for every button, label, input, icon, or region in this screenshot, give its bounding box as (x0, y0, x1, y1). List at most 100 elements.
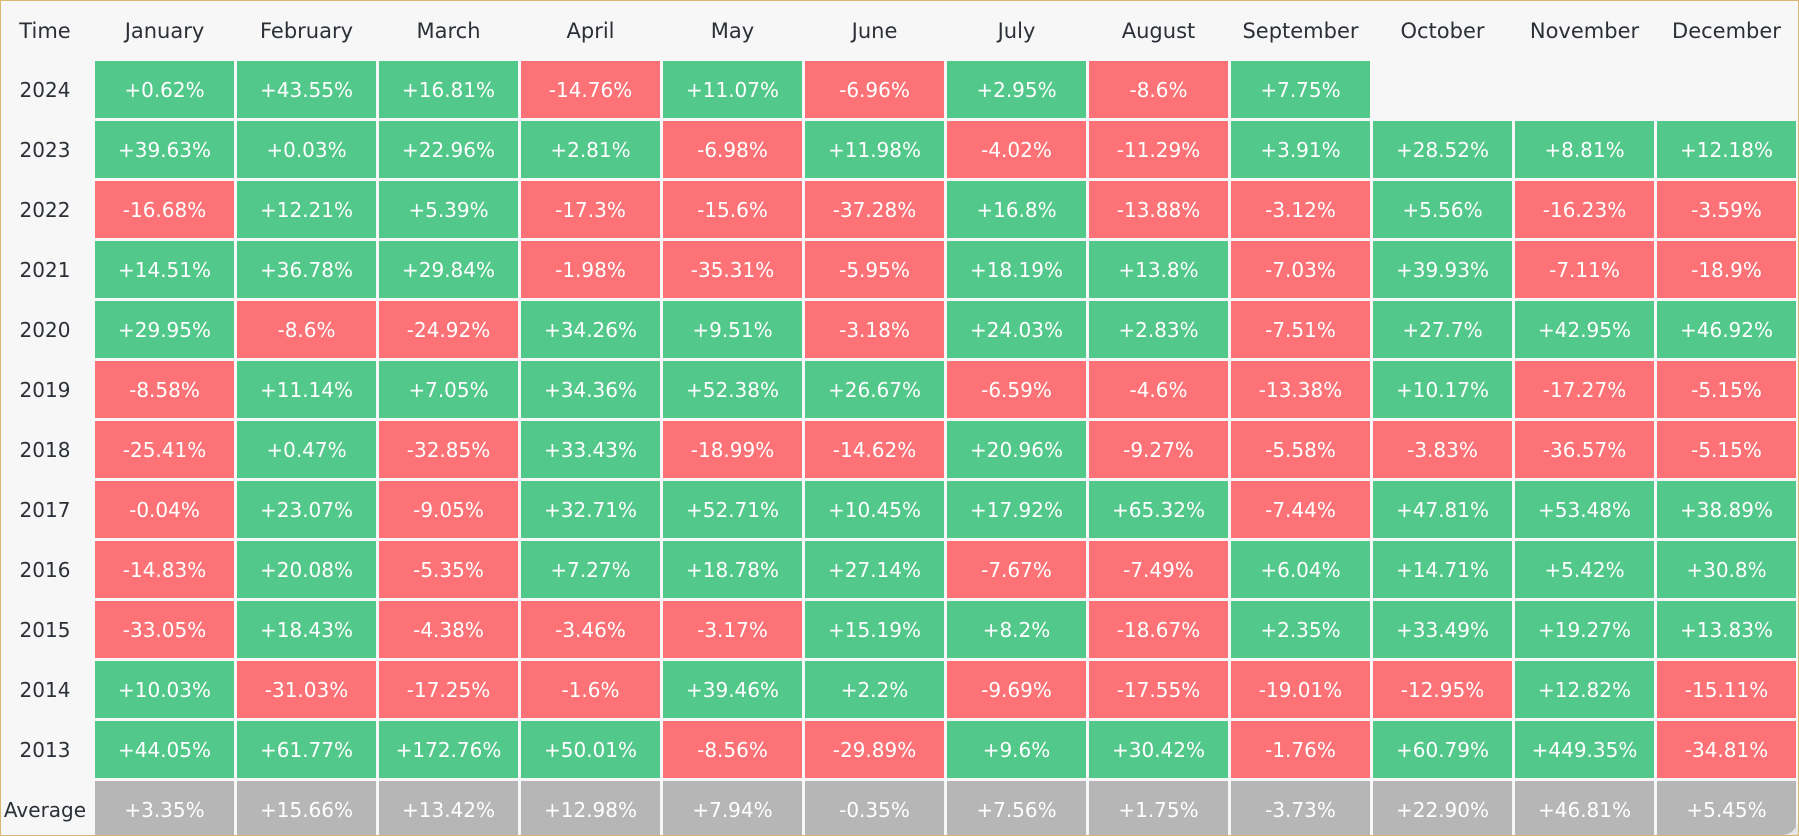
cell-2018-august: -9.27% (1089, 421, 1228, 478)
cell-2023-march: +22.96% (379, 121, 518, 178)
cell-2016-october: +14.71% (1373, 541, 1512, 598)
cell-2024-august: -8.6% (1089, 61, 1228, 118)
cell-2015-march: -4.38% (379, 601, 518, 658)
cell-2021-october: +39.93% (1373, 241, 1512, 298)
cell-2024-february: +43.55% (237, 61, 376, 118)
cell-2017-may: +52.71% (663, 481, 802, 538)
cell-2019-may: +52.38% (663, 361, 802, 418)
cell-2023-august: -11.29% (1089, 121, 1228, 178)
cell-2015-september: +2.35% (1231, 601, 1370, 658)
cell-2019-july: -6.59% (947, 361, 1086, 418)
cell-2016-august: -7.49% (1089, 541, 1228, 598)
row-label-2022: 2022 (19, 197, 71, 222)
column-header-august: August (1121, 19, 1196, 43)
cell-2019-june: +26.67% (805, 361, 944, 418)
cell-2016-april: +7.27% (521, 541, 660, 598)
cell-2015-july: +8.2% (947, 601, 1086, 658)
cell-2019-september: -13.38% (1231, 361, 1370, 418)
cell-2022-may: -15.6% (663, 181, 802, 238)
column-header-february: February (259, 19, 354, 43)
cell-2022-june: -37.28% (805, 181, 944, 238)
cell-2024-may: +11.07% (663, 61, 802, 118)
average-cell-august: +1.75% (1089, 781, 1228, 835)
cell-2020-february: -8.6% (237, 301, 376, 358)
column-header-january: January (124, 19, 205, 43)
column-header-july: July (997, 19, 1036, 43)
cell-2013-december: -34.81% (1657, 721, 1796, 778)
row-label-average: Average (3, 797, 87, 822)
cell-2024-july: +2.95% (947, 61, 1086, 118)
cell-2013-march: +172.76% (379, 721, 518, 778)
cell-2019-january: -8.58% (95, 361, 234, 418)
cell-2020-april: +34.26% (521, 301, 660, 358)
cell-2021-december: -18.9% (1657, 241, 1796, 298)
cell-2014-june: +2.2% (805, 661, 944, 718)
cell-2015-january: -33.05% (95, 601, 234, 658)
column-header-april: April (566, 19, 615, 43)
cell-2023-june: +11.98% (805, 121, 944, 178)
cell-2022-march: +5.39% (379, 181, 518, 238)
cell-2021-january: +14.51% (95, 241, 234, 298)
cell-2017-january: -0.04% (95, 481, 234, 538)
cell-2020-january: +29.95% (95, 301, 234, 358)
cell-2013-november: +449.35% (1515, 721, 1654, 778)
average-cell-may: +7.94% (663, 781, 802, 835)
column-header-june: June (851, 19, 898, 43)
cell-2022-january: -16.68% (95, 181, 234, 238)
cell-2013-february: +61.77% (237, 721, 376, 778)
cell-2014-july: -9.69% (947, 661, 1086, 718)
cell-2016-may: +18.78% (663, 541, 802, 598)
row-label-2016: 2016 (19, 557, 71, 582)
cell-2020-march: -24.92% (379, 301, 518, 358)
cell-2020-september: -7.51% (1231, 301, 1370, 358)
cell-2013-august: +30.42% (1089, 721, 1228, 778)
row-label-2019: 2019 (19, 377, 71, 402)
cell-2015-august: -18.67% (1089, 601, 1228, 658)
cell-2020-october: +27.7% (1373, 301, 1512, 358)
average-cell-november: +46.81% (1515, 781, 1654, 835)
cell-2014-march: -17.25% (379, 661, 518, 718)
cell-2016-january: -14.83% (95, 541, 234, 598)
cell-2020-may: +9.51% (663, 301, 802, 358)
cell-2015-december: +13.83% (1657, 601, 1796, 658)
cell-2018-october: -3.83% (1373, 421, 1512, 478)
cell-2020-july: +24.03% (947, 301, 1086, 358)
column-header-may: May (710, 19, 755, 43)
cell-2022-september: -3.12% (1231, 181, 1370, 238)
cell-2023-january: +39.63% (95, 121, 234, 178)
cell-2022-november: -16.23% (1515, 181, 1654, 238)
average-cell-december: +5.45% (1657, 781, 1796, 835)
cell-2015-june: +15.19% (805, 601, 944, 658)
row-label-2018: 2018 (19, 437, 71, 462)
row-label-2017: 2017 (19, 497, 71, 522)
cell-2017-september: -7.44% (1231, 481, 1370, 538)
cell-2023-november: +8.81% (1515, 121, 1654, 178)
column-header-december: December (1672, 19, 1781, 43)
cell-2014-october: -12.95% (1373, 661, 1512, 718)
row-label-2024: 2024 (19, 77, 71, 102)
resize-handle-icon[interactable] (1778, 815, 1798, 835)
cell-2023-october: +28.52% (1373, 121, 1512, 178)
column-header-november: November (1529, 19, 1640, 43)
column-header-october: October (1400, 19, 1485, 43)
cell-2018-february: +0.47% (237, 421, 376, 478)
cell-2018-april: +33.43% (521, 421, 660, 478)
cell-2019-august: -4.6% (1089, 361, 1228, 418)
cell-2013-may: -8.56% (663, 721, 802, 778)
cell-2019-march: +7.05% (379, 361, 518, 418)
cell-2017-march: -9.05% (379, 481, 518, 538)
cell-2021-june: -5.95% (805, 241, 944, 298)
row-label-2014: 2014 (19, 677, 71, 702)
cell-2016-march: -5.35% (379, 541, 518, 598)
average-cell-march: +13.42% (379, 781, 518, 835)
cell-2013-july: +9.6% (947, 721, 1086, 778)
cell-2022-february: +12.21% (237, 181, 376, 238)
cell-2017-february: +23.07% (237, 481, 376, 538)
cell-2018-march: -32.85% (379, 421, 518, 478)
cell-2022-august: -13.88% (1089, 181, 1228, 238)
cell-2021-august: +13.8% (1089, 241, 1228, 298)
cell-2019-november: -17.27% (1515, 361, 1654, 418)
cell-2020-june: -3.18% (805, 301, 944, 358)
cell-2020-august: +2.83% (1089, 301, 1228, 358)
